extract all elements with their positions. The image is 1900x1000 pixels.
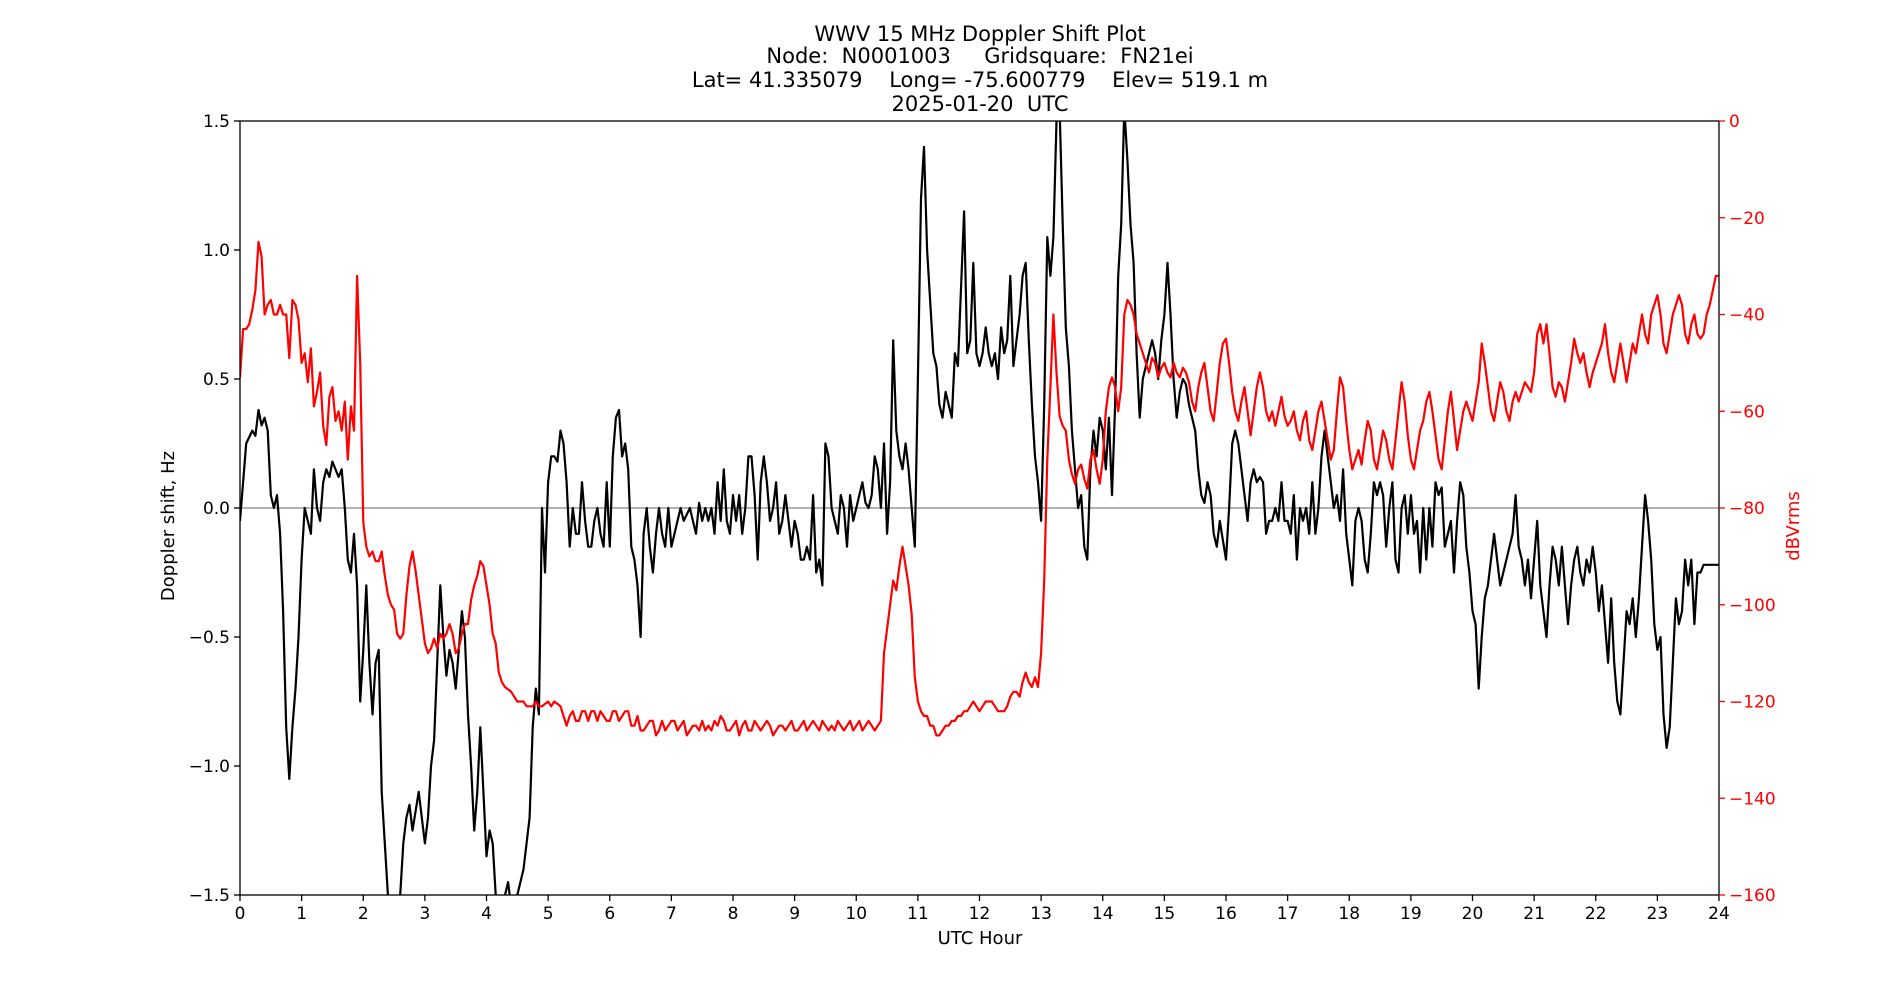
x-tick-label: 14 <box>1092 904 1114 924</box>
left-y-tick-label: −1.5 <box>189 886 230 906</box>
x-tick-label: 19 <box>1400 904 1422 924</box>
x-tick-label: 6 <box>604 904 615 924</box>
x-tick-label: 10 <box>845 904 867 924</box>
right-y-tick-label: −60 <box>1729 402 1765 422</box>
left-y-axis-ticks: −1.5 −1.0 −0.5 0.0 0.5 1.0 1.5 <box>189 112 240 906</box>
right-y-tick-label: −140 <box>1729 789 1776 809</box>
x-tick-label: 24 <box>1708 904 1730 924</box>
right-y-tick-label: −100 <box>1729 596 1776 616</box>
x-tick-label: 8 <box>728 904 739 924</box>
right-y-tick-label: 0 <box>1729 112 1740 132</box>
doppler-series-line <box>240 121 1719 895</box>
x-tick-label: 12 <box>969 904 991 924</box>
right-y-axis-label: dBVrms <box>1783 491 1804 561</box>
x-tick-label: 5 <box>543 904 554 924</box>
x-tick-label: 17 <box>1277 904 1299 924</box>
x-axis-ticks: 0 1 2 3 4 5 6 7 8 9 10 11 12 13 14 15 16 17 18 19 20 21 22 23 24 <box>235 895 1730 924</box>
x-axis-label: UTC Hour <box>938 928 1023 949</box>
left-y-tick-label: 1.0 <box>203 241 230 261</box>
x-tick-label: 9 <box>789 904 800 924</box>
x-tick-label: 15 <box>1154 904 1176 924</box>
x-tick-label: 22 <box>1585 904 1607 924</box>
right-y-tick-label: −80 <box>1729 499 1765 519</box>
x-tick-label: 2 <box>358 904 369 924</box>
left-y-tick-label: 0.0 <box>203 499 230 519</box>
title-line-3: Lat= 41.335079 Long= -75.600779 Elev= 51… <box>692 68 1268 92</box>
left-y-tick-label: 1.5 <box>203 112 230 132</box>
x-tick-label: 23 <box>1647 904 1669 924</box>
right-y-tick-label: −40 <box>1729 306 1765 326</box>
right-y-tick-label: −20 <box>1729 209 1765 229</box>
x-tick-label: 13 <box>1030 904 1052 924</box>
x-tick-label: 18 <box>1338 904 1360 924</box>
left-y-axis-label: Doppler shift, Hz <box>158 451 179 601</box>
right-y-tick-label: −120 <box>1729 693 1776 713</box>
title-line-2: Node: N0001003 Gridsquare: FN21ei <box>766 44 1193 68</box>
series-layer <box>240 121 1719 895</box>
right-y-axis-ticks: −160 −140 −120 −100 −80 −60 −40 −20 0 <box>1719 112 1776 906</box>
x-tick-label: 21 <box>1523 904 1545 924</box>
chart-title: WWV 15 MHz Doppler Shift Plot Node: N000… <box>692 22 1268 116</box>
x-tick-label: 7 <box>666 904 677 924</box>
power-series-line <box>240 240 1719 737</box>
x-tick-label: 20 <box>1462 904 1484 924</box>
title-line-1: WWV 15 MHz Doppler Shift Plot <box>814 22 1145 46</box>
right-y-tick-label: −160 <box>1729 886 1776 906</box>
left-y-tick-label: −1.0 <box>189 757 230 777</box>
x-tick-label: 1 <box>296 904 307 924</box>
x-tick-label: 0 <box>235 904 246 924</box>
x-tick-label: 11 <box>907 904 929 924</box>
left-y-tick-label: −0.5 <box>189 628 230 648</box>
x-tick-label: 4 <box>481 904 492 924</box>
x-tick-label: 16 <box>1215 904 1237 924</box>
left-y-tick-label: 0.5 <box>203 370 230 390</box>
title-line-4: 2025-01-20 UTC <box>891 92 1068 116</box>
x-tick-label: 3 <box>419 904 430 924</box>
